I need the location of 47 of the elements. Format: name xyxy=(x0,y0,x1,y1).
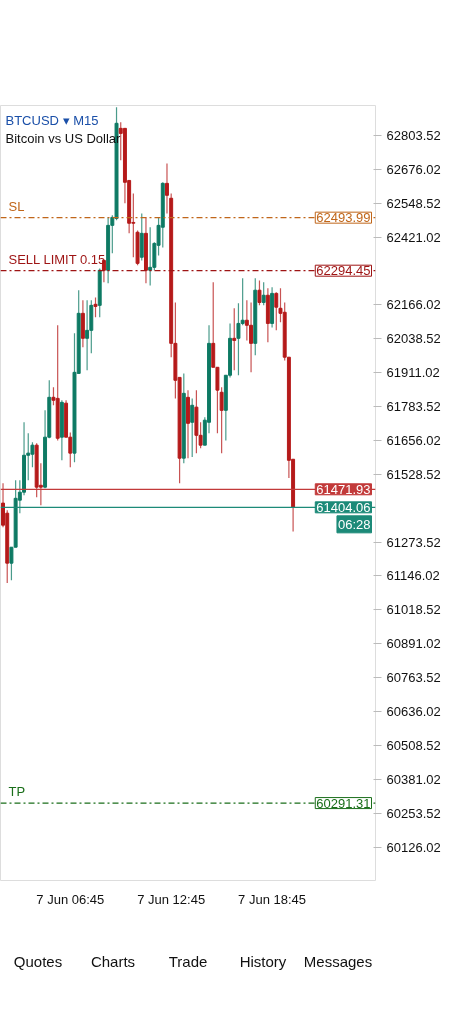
y-tick-label: 61783.52 xyxy=(386,398,441,414)
y-tick-label: 60763.52 xyxy=(386,670,441,686)
x-tick-label: 7 Jun 12:45 xyxy=(137,891,206,907)
annotation: 60291.31 xyxy=(316,795,371,811)
candlestick xyxy=(139,212,144,262)
annotation: 06:28 xyxy=(337,516,371,532)
annotation: 61404.06 xyxy=(316,499,371,515)
x-tick-label: 7 Jun 18:45 xyxy=(238,891,307,907)
y-tick-label: 61146.02 xyxy=(386,568,440,584)
y-tick-label: 62803.52 xyxy=(386,127,441,143)
y-tick-label: 62548.52 xyxy=(386,195,441,211)
y-tick-label: 60126.02 xyxy=(386,839,441,855)
candlestick xyxy=(93,296,98,318)
ref-line-label: SELL LIMIT 0.15 xyxy=(8,251,106,267)
y-tick-label: 61528.52 xyxy=(386,466,441,482)
y-tick-label: 62421.02 xyxy=(386,229,441,245)
y-tick-label: 62038.52 xyxy=(386,331,441,347)
y-tick-label: 60508.52 xyxy=(386,737,441,753)
y-tick-label: 60891.02 xyxy=(386,636,441,652)
candlestick xyxy=(190,397,195,458)
ref-line-label: SL xyxy=(8,198,25,214)
text: Trade xyxy=(168,953,208,971)
y-tick-label: 62676.02 xyxy=(386,161,441,177)
y-tick-label: 61656.02 xyxy=(386,432,441,448)
candlestick xyxy=(148,226,153,287)
y-tick-label: 60381.02 xyxy=(386,771,441,787)
text: Charts xyxy=(90,953,136,971)
candlestick xyxy=(232,307,237,371)
y-tick-label: 62166.02 xyxy=(386,297,441,313)
candlestick xyxy=(274,291,279,331)
text: Messages xyxy=(303,953,373,971)
annotation: 62493.99 xyxy=(316,210,371,226)
text: History xyxy=(239,953,287,971)
annotation: 61471.93 xyxy=(316,481,371,497)
annotation: 62294.45 xyxy=(316,263,371,279)
candlestick xyxy=(249,301,254,373)
candlestick xyxy=(257,279,262,306)
x-tick-label: 7 Jun 06:45 xyxy=(36,891,105,907)
y-tick-label: 60636.02 xyxy=(386,703,441,719)
y-tick-label: 61018.52 xyxy=(386,602,441,618)
text: BTCUSD ▾ M15 xyxy=(5,112,99,128)
ref-line-label: TP xyxy=(8,784,26,800)
y-tick-label: 60253.52 xyxy=(386,805,441,821)
candlestick xyxy=(261,281,266,306)
text: Quotes xyxy=(13,953,63,971)
y-tick-label: 61273.52 xyxy=(386,534,441,550)
y-tick-label: 61911.02 xyxy=(386,365,440,381)
